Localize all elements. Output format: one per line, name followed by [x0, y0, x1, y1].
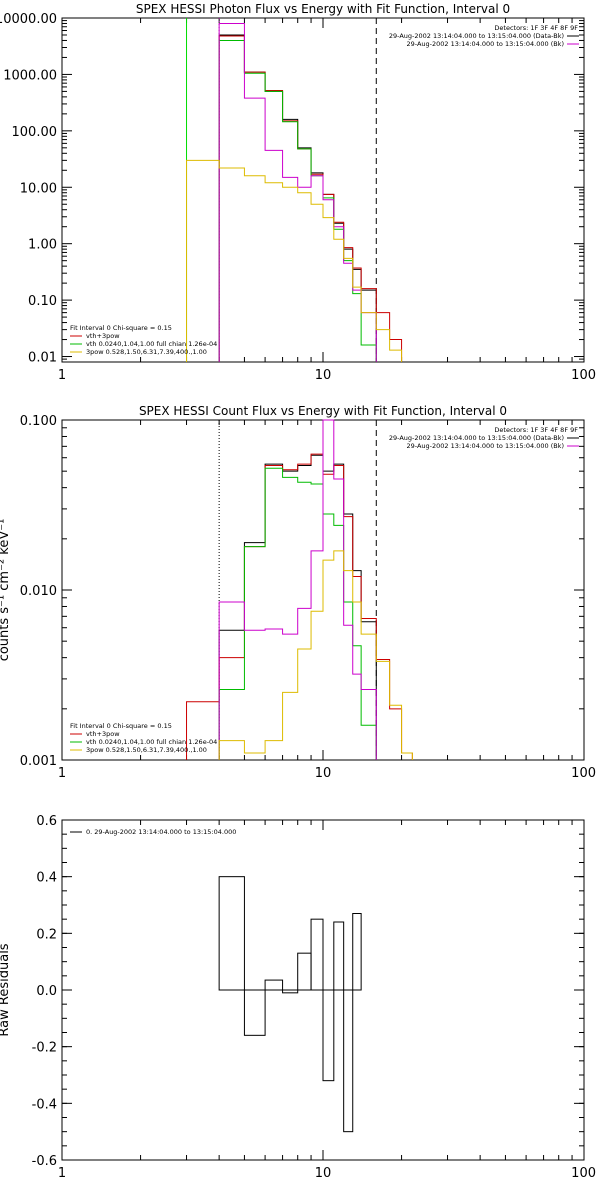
chart2-legend-interval-text: 29-Aug-2002 13:14:04.000 to 13:15:04.000… — [407, 442, 564, 450]
chart3-y-tick-label: 0.2 — [36, 927, 57, 942]
chart3-y-tick-label: -0.2 — [32, 1041, 57, 1056]
chart2-series-4-line — [218, 419, 377, 760]
chart1-y-tick-label: 1000.00 — [3, 68, 57, 83]
chart3-residual-bar — [297, 952, 312, 991]
chart3-residual-bar — [343, 989, 354, 1133]
chart2-series-1-line — [218, 454, 377, 760]
chart1-y-tick-label: 100.00 — [12, 125, 58, 140]
chart3-residual-bar — [218, 876, 245, 991]
chart3-residual-bar — [322, 989, 335, 1082]
chart3-y-tick-label: 0.4 — [36, 871, 57, 886]
chart2-series-5-line — [218, 550, 413, 760]
chart3-legend-interval-text: 0. 29-Aug-2002 13:14:04.000 to 13:15:04.… — [86, 828, 236, 836]
chart1-legend-component: vth 0.0240,1.04,1.00 full chian 1.26e-04 — [86, 340, 217, 348]
chart1-y-tick-label: 0.01 — [28, 351, 57, 366]
chart1-legend-interval-text: 29-Aug-2002 13:14:04.000 to 13:15:04.000… — [407, 40, 564, 48]
chart1-x-tick-label: 100 — [571, 368, 596, 383]
chart3-x-tick-label: 10 — [315, 1166, 332, 1181]
chart3-ylabel: Raw Residuals — [0, 943, 12, 1036]
chart2-ylabel: counts s⁻¹ cm⁻² keV⁻¹ — [0, 519, 12, 662]
chart1-y-tick-label: 0.10 — [28, 294, 57, 309]
chart1-legend-interval-text: 29-Aug-2002 13:14:04.000 to 13:15:04.000… — [389, 32, 564, 40]
chart2-legend-detectors: Detectors: 1F 3F 4F 8F 9F — [494, 426, 578, 434]
chart1-legend-component: vth+3pow — [86, 332, 120, 340]
chart1-series-3-line — [218, 39, 377, 362]
chart3-x-tick-label: 1 — [58, 1166, 66, 1181]
chart1-series-4-line — [218, 22, 377, 362]
chart2-title: SPEX HESSI Count Flux vs Energy with Fit… — [139, 404, 507, 418]
chart1-series-5-line — [186, 159, 403, 362]
chart1-y-tick-label: 10.00 — [20, 181, 57, 196]
chart3-residual-bar — [310, 918, 324, 991]
chart3-residual-bar — [352, 913, 362, 991]
chart1-legend-detectors: Detectors: 1F 3F 4F 8F 9F — [494, 24, 578, 32]
chart2-legend-component: vth+3pow — [86, 730, 120, 738]
chart3-y-tick-label: -0.4 — [32, 1097, 57, 1112]
chart2-series-2-line — [186, 453, 413, 760]
chart1-legend-component: 3pow 0.528,1.50,6.31,7.39,400.,1.00 — [86, 348, 207, 356]
chart3-residual-bar — [243, 989, 266, 1036]
chart3-y-tick-label: 0.0 — [36, 984, 57, 999]
chart2-legend-component: 3pow 0.528,1.50,6.31,7.39,400.,1.00 — [86, 746, 207, 754]
chart2-legend-component: vth 0.0240,1.04,1.00 full chian 1.26e-04 — [86, 738, 217, 746]
chart3-x-tick-label: 100 — [571, 1166, 596, 1181]
chart1-fit-label: Fit Interval 0 Chi-square = 0.15 — [70, 324, 172, 332]
chart3-residual-bar — [282, 989, 299, 994]
chart1-x-tick-label: 1 — [58, 368, 66, 383]
chart2-series-3-line — [218, 467, 377, 760]
chart2-x-tick-label: 100 — [571, 766, 596, 781]
chart3-y-tick-label: 0.6 — [36, 814, 57, 829]
chart2-x-tick-label: 10 — [315, 766, 332, 781]
chart1-series-1-line — [218, 34, 377, 362]
chart2-legend-interval-text: 29-Aug-2002 13:14:04.000 to 13:15:04.000… — [389, 434, 564, 442]
chart3-residual-bar — [264, 979, 284, 991]
chart2-fit-label: Fit Interval 0 Chi-square = 0.15 — [70, 722, 172, 730]
chart1-y-tick-label: 1.00 — [28, 238, 57, 253]
chart1-title: SPEX HESSI Photon Flux vs Energy with Fi… — [136, 2, 510, 16]
chart1-x-tick-label: 10 — [315, 368, 332, 383]
chart2-y-tick-label: 0.100 — [20, 414, 57, 429]
chart2-y-tick-label: 0.001 — [20, 754, 57, 769]
chart3-residual-bar — [333, 921, 345, 991]
chart3-y-tick-label: -0.6 — [32, 1154, 57, 1169]
chart2-y-tick-label: 0.010 — [20, 584, 57, 599]
chart2-x-tick-label: 1 — [58, 766, 66, 781]
chart1-y-tick-label: 10000.00 — [0, 12, 57, 27]
